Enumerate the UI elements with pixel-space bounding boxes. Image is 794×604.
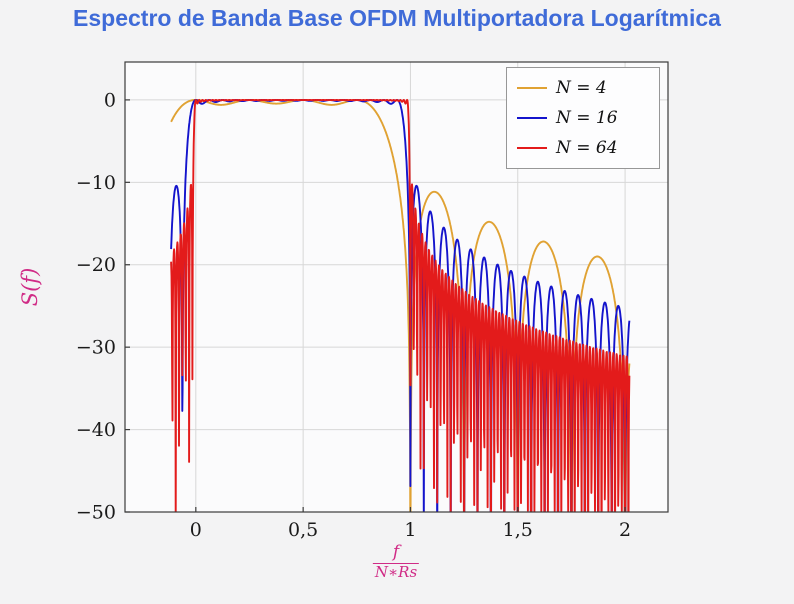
curves-group	[170, 98, 631, 512]
legend-line-n4-icon	[517, 87, 547, 89]
x-tick-label: 0,5	[288, 519, 318, 541]
y-tick-label: −50	[76, 502, 116, 524]
curve-n64	[170, 98, 631, 512]
legend-line-n16-icon	[517, 117, 547, 119]
x-tick-label: 1,5	[503, 519, 533, 541]
legend-item-n4: N = 4	[507, 73, 659, 103]
legend-item-n64: N = 64	[507, 133, 659, 163]
legend-label-n4: N = 4	[556, 78, 607, 98]
y-tick-label: −30	[76, 337, 116, 359]
y-tick-label: −10	[76, 172, 116, 194]
legend-label-n64: N = 64	[556, 138, 618, 158]
y-tick-label: −40	[76, 419, 116, 441]
legend: N = 4 N = 16 N = 64	[506, 67, 660, 169]
y-tick-label: −20	[76, 254, 116, 276]
plot-frame	[124, 61, 669, 513]
x-axis-label-denominator: N∗Rs	[374, 562, 418, 581]
x-axis-label-numerator: f	[392, 542, 400, 562]
y-tick-label: 0	[104, 89, 116, 111]
fraction-bar	[372, 562, 420, 564]
legend-label-n16: N = 16	[556, 108, 618, 128]
page-title: Espectro de Banda Base OFDM Multiportado…	[73, 5, 721, 31]
x-tick-label: 2	[619, 519, 631, 541]
x-tick-label: 0	[190, 519, 202, 541]
legend-line-n64-icon	[517, 147, 547, 149]
x-axis-label: f N∗Rs	[372, 542, 420, 581]
x-tick-label: 1	[404, 519, 416, 541]
legend-item-n16: N = 16	[507, 103, 659, 133]
y-axis-label: S(f)	[18, 267, 42, 307]
